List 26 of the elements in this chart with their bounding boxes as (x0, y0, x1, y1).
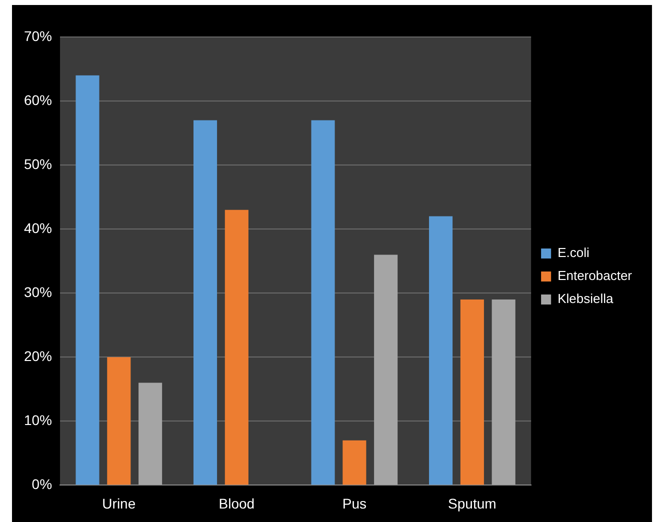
legend-label: Klebsiella (558, 291, 614, 306)
x-tick-label: Pus (342, 495, 366, 512)
bar (460, 300, 484, 485)
x-tick-label: Urine (102, 495, 136, 512)
y-tick-label: 0% (32, 476, 52, 492)
y-tick-label: 50% (24, 156, 52, 172)
y-tick-label: 60% (24, 92, 52, 108)
bar (492, 300, 516, 485)
bar (76, 75, 100, 485)
bar (193, 120, 218, 485)
legend-label: Enterobacter (558, 268, 633, 284)
legend-label: E.coli (558, 245, 590, 260)
y-tick-label: 10% (24, 412, 52, 428)
bar (311, 120, 335, 485)
y-tick-label: 30% (24, 284, 52, 300)
x-tick-label: Sputum (448, 495, 496, 512)
y-tick-label: 20% (24, 348, 52, 364)
bar (138, 382, 162, 485)
bar (342, 440, 366, 485)
y-tick-label: 40% (24, 220, 52, 236)
x-tick-label: Blood (218, 495, 255, 512)
bar (107, 357, 131, 485)
y-tick-label: 70% (24, 28, 52, 44)
bar (429, 216, 453, 485)
bar (224, 210, 248, 485)
bar (374, 254, 398, 485)
